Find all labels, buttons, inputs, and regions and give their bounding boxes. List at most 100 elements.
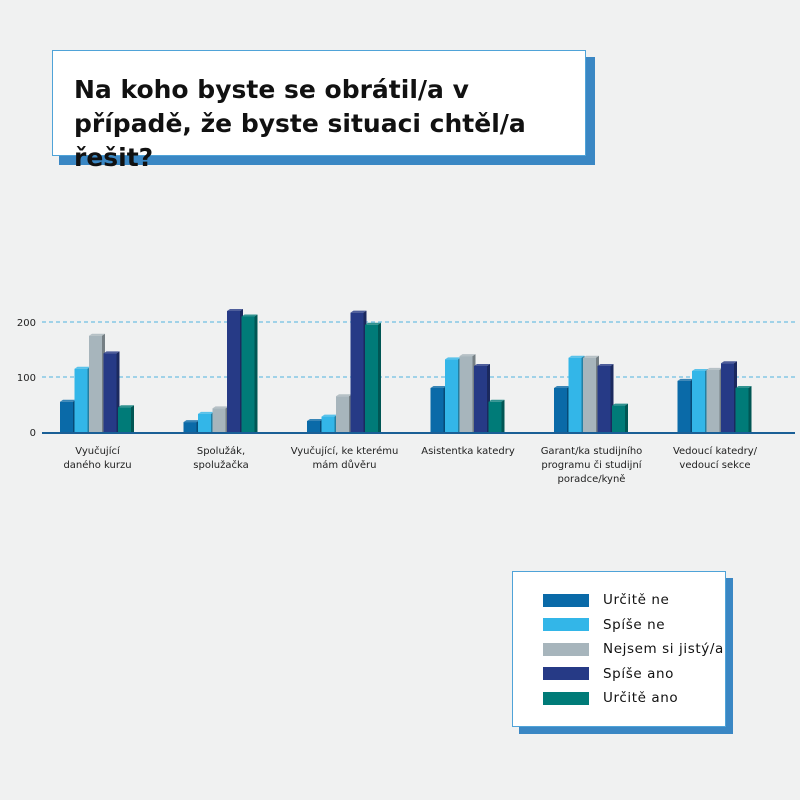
bar [445,359,458,432]
bar-top [488,399,505,402]
bar [321,416,335,432]
legend-swatch [543,593,589,607]
category-label: spolužačka [193,459,248,471]
bar-top [336,394,352,397]
bar-top [307,419,323,421]
bar-top [183,420,200,423]
bar-top [583,355,599,358]
bar-top [430,386,447,388]
bar-top [474,364,490,366]
bar [198,413,211,432]
category-label: Vyučující, ke kterému [291,445,399,457]
bar [227,311,240,432]
bar [459,356,473,432]
bar [350,312,364,432]
legend-swatch [543,642,589,656]
category-label: Garant/ka studijního [541,445,643,457]
bar-top [612,403,628,406]
legend-label: Spíše ne [603,616,666,633]
category-label: Asistentka katedry [421,446,515,457]
category-label: Vyučující [75,445,121,457]
bar-top [365,322,381,325]
bar [568,357,582,432]
gridlines: 0 100 200 [17,318,795,439]
bar-top [89,333,105,336]
bar [241,316,255,432]
bar [554,388,567,432]
legend-item: Určitě ano [543,687,678,709]
category-label: Spolužák, [197,445,245,457]
y-tick-label: 100 [17,373,36,384]
bar-top [554,386,570,388]
bar-chart: 0 100 200 Vyučující daného kurzu Spolužák, sp… [17,309,795,485]
bar-top [677,378,694,381]
bar-top [74,366,91,369]
category-label: Vedoucí katedry/ [673,445,758,457]
chart-title: Na koho byste se obrátil/a v případě, že… [74,75,526,172]
bar-top [212,406,229,409]
bar-top [692,368,708,371]
bar-side [131,405,134,432]
bar [706,369,720,432]
category-label: vedoucí sekce [679,459,750,471]
bar [336,396,349,432]
bar-top [241,314,258,317]
bar-top [198,411,214,414]
bar-top [321,414,338,417]
legend-swatch [543,691,589,705]
title-box: Na koho byste se obrátil/a v případě, že… [52,50,586,172]
bar [612,405,625,432]
bar [474,366,487,432]
bar-side [254,314,258,432]
bar [60,401,73,432]
bar [721,363,734,432]
bar-top [459,354,476,357]
bar [677,380,691,432]
bar [583,357,596,432]
bar-top [227,309,243,311]
bar [74,368,88,432]
bar-top [721,361,737,364]
bar-top [568,355,585,358]
bar-top [597,364,614,366]
bar [365,324,378,432]
legend-item: Spíše ano [543,663,674,685]
bar-top [60,399,76,402]
category-label: programu či studijní [541,459,642,471]
category-labels: Vyučující daného kurzu Spolužák, spolužačka… [63,445,757,485]
bar-side [748,386,752,432]
y-tick-label: 200 [17,318,36,329]
bar [488,401,502,432]
bars [60,309,752,432]
category-label: mám důvěru [313,459,377,471]
legend-item: Spíše ne [543,614,665,636]
bar [212,408,226,432]
legend: Určitě ne Spíše ne Nejsem si jistý/a Spíše … [512,571,726,727]
category-label: poradce/kyně [558,473,626,485]
legend-label: Určitě ano [603,690,679,706]
bar [430,388,444,432]
bar [735,388,749,432]
bar-top [103,351,120,354]
bar [103,353,117,432]
legend-label: Nejsem si jistý/a [603,641,724,657]
y-tick-label: 0 [30,428,36,439]
bar-side [625,403,628,432]
bar-top [706,367,723,370]
bar [597,366,611,432]
bar [89,335,102,432]
bar-top [118,405,134,408]
category-label: daného kurzu [63,459,131,471]
legend-item: Určitě ne [543,589,669,611]
legend-label: Určitě ne [603,592,670,608]
bar-top [735,386,752,388]
bar-side [378,322,381,432]
bar [307,421,320,432]
legend-swatch [543,667,589,680]
legend-label: Spíše ano [603,665,675,682]
legend-swatch [543,618,589,631]
bar [692,370,705,432]
bar [118,407,131,432]
bar-side [501,399,505,432]
bar [183,422,197,432]
